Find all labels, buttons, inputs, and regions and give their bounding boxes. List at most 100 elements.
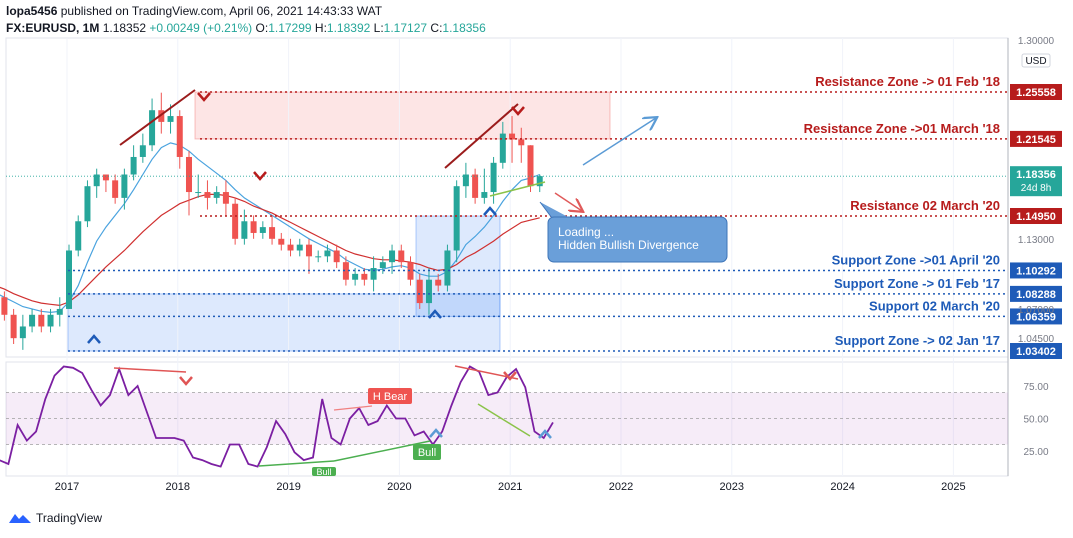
close-label: C: [430,21,443,35]
candle-body [10,314,17,339]
candle-body [66,250,72,309]
bull-label-text: Bull [418,447,436,459]
candle-body [536,176,543,187]
low-label: L: [373,21,384,35]
candle [10,308,17,345]
candle-body [185,156,192,193]
candle [527,145,534,193]
candle-body [84,186,91,222]
price-tag-text: 1.06359 [1016,311,1056,323]
candle-body [158,110,165,122]
x-tick-label: 2024 [830,481,854,493]
candle [453,180,460,263]
h-bear-label-text: H Bear [373,391,408,403]
level-label: Support Zone -> 01 Feb '17 [834,276,1000,291]
price-tag: 1.21545 [1010,130,1062,147]
candle-body [333,250,340,263]
candle [416,273,423,309]
candle [66,244,72,309]
candle-body [305,244,312,257]
rsi-pane [5,361,1009,477]
tradingview-brand[interactable]: TradingView [8,511,102,525]
candle-body [499,133,506,163]
candle [195,174,202,198]
candle-body [241,221,248,239]
high-value: 1.18392 [326,21,371,35]
price-tag: 1.03402 [1010,343,1062,359]
up-caret-icon [538,429,552,439]
y-tick-label: 1.07000 [1018,305,1055,316]
down-caret-icon [179,376,193,386]
candle-body [361,273,368,280]
candle-body [462,174,469,187]
candle-body [139,145,146,157]
low-value: 1.17127 [383,21,428,35]
candle [222,180,229,216]
candle-body [269,227,276,239]
candle-body [527,145,534,187]
rsi-hidden-bear-line [333,405,373,411]
candle-body [176,116,183,157]
candle [296,238,303,257]
candle [232,197,239,245]
symbol-label[interactable]: FX:EURUSD, 1M [6,21,100,35]
rsi-line [0,365,554,468]
candle-body [398,250,405,263]
candle [352,268,359,286]
bull-label-text: Bull [316,467,331,477]
candle-body [389,250,396,263]
down-caret-icon [511,106,525,116]
symbol-ohlc-bar: FX:EURUSD, 1M 1.18352 +0.00249 (+0.21%) … [6,21,486,35]
currency-label: USD [1025,56,1046,67]
currency-badge [1021,53,1051,68]
up-caret-icon [429,428,443,438]
price-trendline [119,89,196,146]
price-tag: 1.06359 [1010,308,1062,325]
candle-body [149,110,156,146]
candle [342,256,349,286]
price-change: +0.00249 (+0.21%) [149,21,253,35]
level-label: Resistance Zone ->01 March '18 [804,121,1000,136]
open-value: 1.17299 [268,21,312,35]
candle-body [407,262,414,280]
candle [19,314,26,350]
candle [379,256,386,274]
candle-body [222,192,229,204]
candle-body [259,227,266,233]
bull-label: Bull [413,444,441,460]
candle-body [416,279,423,304]
close-value: 1.18356 [442,21,486,35]
candle [389,244,396,274]
up-caret-icon [428,309,442,319]
candle-body [435,279,442,286]
level-label: Support 02 March '20 [869,298,1000,313]
candle-body [167,116,174,122]
candle-body [370,268,377,280]
candle-body [1,297,8,315]
price-tag: 1.08288 [1010,285,1062,302]
candle-body [75,221,82,251]
candle-body [56,308,63,315]
up-caret-icon [483,206,497,216]
candle [305,238,312,274]
candle-body [490,162,497,193]
candle [93,168,100,198]
up-caret-icon [87,334,101,344]
publisher-name[interactable]: lopa5456 [6,4,58,18]
price-tag-box [1010,285,1062,302]
level-label: Support Zone ->01 April '20 [832,252,1000,267]
candle-body [444,250,451,286]
candle-body [379,262,386,269]
x-tick-label: 2022 [609,481,633,493]
published-text: published on TradingView.com, April 06, … [60,4,383,18]
candle [38,308,45,333]
bull-label-box [413,444,441,460]
candle [29,308,36,333]
candle [47,308,54,333]
candle-body [315,256,322,258]
price-tag-text: 1.25558 [1016,87,1056,99]
candle-body [509,133,516,140]
candle-body [121,174,128,198]
candle-body [38,314,45,327]
